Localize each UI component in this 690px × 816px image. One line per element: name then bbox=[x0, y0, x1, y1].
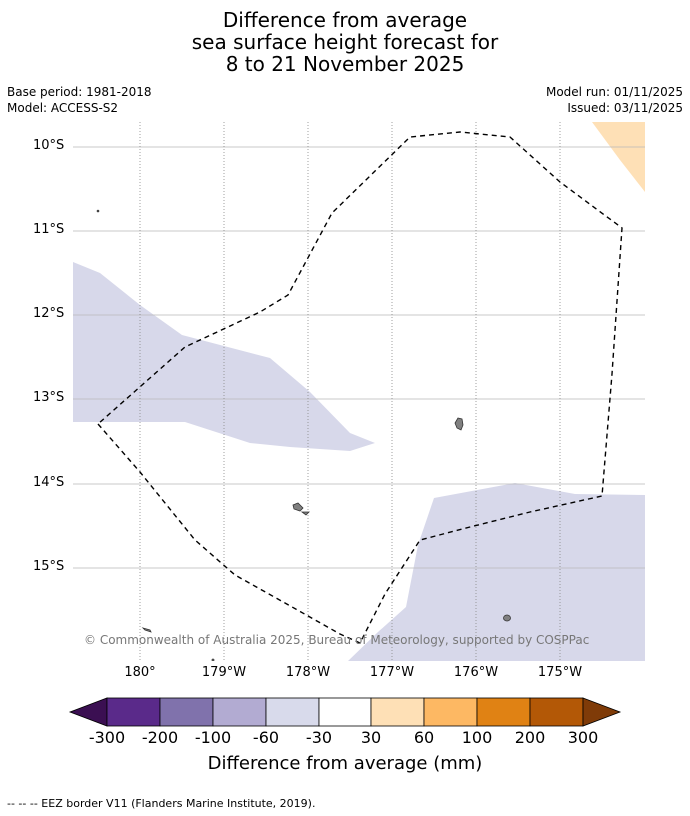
lat-label-15s: 15°S bbox=[33, 559, 65, 574]
model-run-text: Model run: 01/11/2025 bbox=[545, 85, 683, 99]
copyright-text: © Commonwealth of Australia 2025, Bureau… bbox=[84, 633, 590, 647]
lon-label-177w: 177°W bbox=[369, 665, 415, 680]
eez-border bbox=[97, 131, 623, 644]
colorbar-extend-low bbox=[68, 697, 108, 727]
colorbar-bin-4 bbox=[265, 697, 320, 727]
colorbar-bin-8 bbox=[476, 697, 531, 727]
colorbar-tick-9: 200 bbox=[514, 728, 546, 747]
island-west-a bbox=[292, 502, 304, 512]
lat-label-14s: 14°S bbox=[33, 475, 65, 490]
issued-text: Issued: 03/11/2025 bbox=[567, 101, 683, 115]
lon-label-176w: 176°W bbox=[453, 665, 499, 680]
colorbar-bin-9 bbox=[529, 697, 584, 727]
islet-northwest bbox=[96, 209, 100, 213]
lon-label-179w: 179°W bbox=[201, 665, 247, 680]
map-title: Difference from average sea surface heig… bbox=[0, 9, 690, 75]
title-line-1: Difference from average bbox=[222, 8, 468, 32]
islands bbox=[96, 209, 511, 661]
title-line-2: sea surface height forecast for bbox=[191, 30, 499, 54]
lat-label-10s: 10°S bbox=[33, 138, 65, 153]
colorbar-tick-4: -60 bbox=[252, 728, 280, 747]
colorbar-label: Difference from average (mm) bbox=[207, 753, 483, 774]
islet-southwest bbox=[141, 627, 152, 633]
island-west-b bbox=[300, 511, 310, 516]
lon-label-178w: 178°W bbox=[285, 665, 331, 680]
colorbar-tick-10: 300 bbox=[567, 728, 599, 747]
colorbar-tick-1: -300 bbox=[88, 728, 126, 747]
anomaly-region-southeast bbox=[348, 483, 645, 661]
colorbar-extend-high bbox=[582, 697, 622, 727]
colorbar-bin-2 bbox=[159, 697, 214, 727]
lat-label-12s: 12°S bbox=[33, 306, 65, 321]
meta-left: Base period: 1981-2018 Model: ACCESS-S2 bbox=[7, 84, 152, 116]
lat-gridlines bbox=[73, 146, 645, 569]
island-south bbox=[503, 614, 511, 622]
colorbar-bin-3 bbox=[212, 697, 267, 727]
islet-south-center bbox=[211, 658, 215, 661]
colorbar-tick-3: -100 bbox=[194, 728, 232, 747]
lon-label-175w: 175°W bbox=[537, 665, 583, 680]
colorbar-bin-1 bbox=[106, 697, 161, 727]
title-line-3: 8 to 21 November 2025 bbox=[225, 52, 465, 76]
base-period-text: Base period: 1981-2018 bbox=[7, 85, 152, 99]
island-central bbox=[454, 417, 464, 431]
colorbar-tick-6: 30 bbox=[360, 728, 382, 747]
colorbar-tick-7: 60 bbox=[413, 728, 435, 747]
model-text: Model: ACCESS-S2 bbox=[7, 101, 119, 115]
lat-label-11s: 11°S bbox=[33, 222, 65, 237]
lon-label-180: 180° bbox=[124, 665, 156, 680]
anomaly-region-northeast bbox=[592, 122, 645, 192]
lat-label-13s: 13°S bbox=[33, 390, 65, 405]
eez-footnote: -- -- -- EEZ border V11 (Flanders Marine… bbox=[7, 797, 316, 810]
colorbar-bin-5 bbox=[318, 697, 372, 727]
colorbar-bin-7 bbox=[423, 697, 478, 727]
colorbar-bin-6 bbox=[370, 697, 425, 727]
colorbar-tick-2: -200 bbox=[141, 728, 179, 747]
meta-right: Model run: 01/11/2025 Issued: 03/11/2025 bbox=[546, 84, 683, 116]
colorbar-tick-5: -30 bbox=[305, 728, 333, 747]
map-figure bbox=[73, 122, 645, 661]
colorbar-tick-8: 100 bbox=[461, 728, 493, 747]
